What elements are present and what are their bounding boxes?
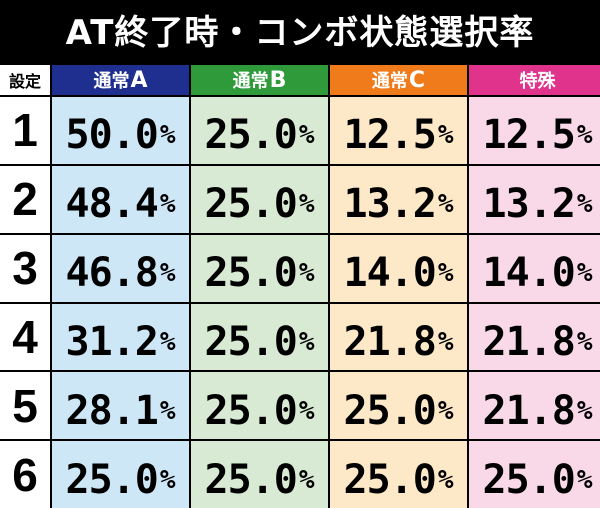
cell-value: 25.0 bbox=[65, 456, 159, 503]
cell-value: 21.8 bbox=[482, 387, 576, 434]
cell-value: 12.5 bbox=[482, 112, 576, 159]
table-cell: 25.0% bbox=[52, 441, 189, 508]
percent-unit: % bbox=[298, 464, 315, 495]
percent-unit: % bbox=[576, 464, 593, 495]
table-cell: 28.1% bbox=[52, 372, 189, 440]
column-header-normal-b: 通常 B bbox=[191, 65, 328, 95]
table-cell: 25.0% bbox=[191, 441, 328, 508]
table-cell: 12.5% bbox=[330, 97, 467, 164]
percent-unit: % bbox=[159, 189, 176, 220]
cell-value: 14.0 bbox=[482, 250, 576, 297]
setting-label: 1 bbox=[0, 97, 50, 164]
table-cell: 25.0% bbox=[330, 372, 467, 440]
table-cell: 25.0% bbox=[330, 441, 467, 508]
setting-label: 4 bbox=[0, 303, 50, 371]
percent-unit: % bbox=[159, 464, 176, 495]
column-header-label: 特殊 bbox=[519, 71, 556, 92]
column-header-normal-c: 通常 C bbox=[330, 65, 467, 95]
percent-unit: % bbox=[437, 395, 454, 426]
percent-unit: % bbox=[576, 189, 593, 220]
column-header-special: 特殊 bbox=[469, 65, 600, 95]
column-header-label: 通常 bbox=[371, 71, 408, 92]
cell-value: 21.8 bbox=[343, 318, 437, 365]
setting-label: 3 bbox=[0, 234, 50, 302]
cell-value: 12.5 bbox=[343, 112, 437, 159]
cell-value: 13.2 bbox=[343, 181, 437, 228]
table-cell: 12.5% bbox=[469, 97, 600, 164]
table-cell: 25.0% bbox=[191, 165, 328, 233]
percent-unit: % bbox=[159, 258, 176, 289]
table-cell: 25.0% bbox=[191, 234, 328, 302]
table-cell: 46.8% bbox=[52, 234, 189, 302]
percent-unit: % bbox=[437, 189, 454, 220]
column-header-label: 通常 bbox=[232, 71, 269, 92]
table-cell: 25.0% bbox=[469, 441, 600, 508]
cell-value: 25.0 bbox=[204, 181, 298, 228]
cell-value: 25.0 bbox=[482, 456, 576, 503]
cell-value: 46.8 bbox=[65, 250, 159, 297]
page-title: AT終了時・コンボ状態選択率 bbox=[65, 12, 535, 53]
table-cell: 25.0% bbox=[191, 303, 328, 371]
table-cell: 21.8% bbox=[330, 303, 467, 371]
table-cell: 50.0% bbox=[52, 97, 189, 164]
table-cell: 14.0% bbox=[469, 234, 600, 302]
percent-unit: % bbox=[298, 258, 315, 289]
percent-unit: % bbox=[576, 258, 593, 289]
percent-unit: % bbox=[159, 395, 176, 426]
cell-value: 25.0 bbox=[204, 112, 298, 159]
table-cell: 48.4% bbox=[52, 165, 189, 233]
table-cell: 31.2% bbox=[52, 303, 189, 371]
percent-unit: % bbox=[437, 258, 454, 289]
percent-unit: % bbox=[576, 395, 593, 426]
percent-unit: % bbox=[576, 120, 593, 151]
setting-column-header: 設定 bbox=[0, 65, 50, 95]
setting-label: 5 bbox=[0, 372, 50, 440]
cell-value: 25.0 bbox=[204, 456, 298, 503]
setting-label: 6 bbox=[0, 441, 50, 508]
percent-unit: % bbox=[159, 326, 176, 357]
table-cell: 13.2% bbox=[469, 165, 600, 233]
cell-value: 13.2 bbox=[482, 181, 576, 228]
setting-label: 2 bbox=[0, 165, 50, 233]
cell-value: 21.8 bbox=[482, 318, 576, 365]
cell-value: 25.0 bbox=[204, 318, 298, 365]
percent-unit: % bbox=[576, 326, 593, 357]
column-header-suffix: C bbox=[408, 67, 426, 93]
cell-value: 25.0 bbox=[343, 456, 437, 503]
table-cell: 25.0% bbox=[191, 97, 328, 164]
table-cell: 14.0% bbox=[330, 234, 467, 302]
cell-value: 28.1 bbox=[65, 387, 159, 434]
selection-rate-table: 設定 通常 A 通常 B 通常 C 特殊 1 50.0% 25.0% 12.5% 12… bbox=[0, 65, 600, 508]
table-cell: 25.0% bbox=[191, 372, 328, 440]
column-header-suffix: B bbox=[269, 67, 287, 93]
cell-value: 50.0 bbox=[65, 112, 159, 159]
column-header-label: 通常 bbox=[93, 71, 130, 92]
percent-unit: % bbox=[159, 120, 176, 151]
cell-value: 48.4 bbox=[65, 181, 159, 228]
percent-unit: % bbox=[298, 189, 315, 220]
cell-value: 31.2 bbox=[65, 318, 159, 365]
table-cell: 21.8% bbox=[469, 303, 600, 371]
percent-unit: % bbox=[298, 326, 315, 357]
cell-value: 25.0 bbox=[204, 387, 298, 434]
cell-value: 14.0 bbox=[343, 250, 437, 297]
cell-value: 25.0 bbox=[343, 387, 437, 434]
column-header-suffix: A bbox=[130, 67, 148, 93]
cell-value: 25.0 bbox=[204, 250, 298, 297]
percent-unit: % bbox=[437, 326, 454, 357]
percent-unit: % bbox=[298, 120, 315, 151]
percent-unit: % bbox=[437, 120, 454, 151]
table-cell: 13.2% bbox=[330, 165, 467, 233]
percent-unit: % bbox=[298, 395, 315, 426]
table-cell: 21.8% bbox=[469, 372, 600, 440]
percent-unit: % bbox=[437, 464, 454, 495]
column-header-normal-a: 通常 A bbox=[52, 65, 189, 95]
